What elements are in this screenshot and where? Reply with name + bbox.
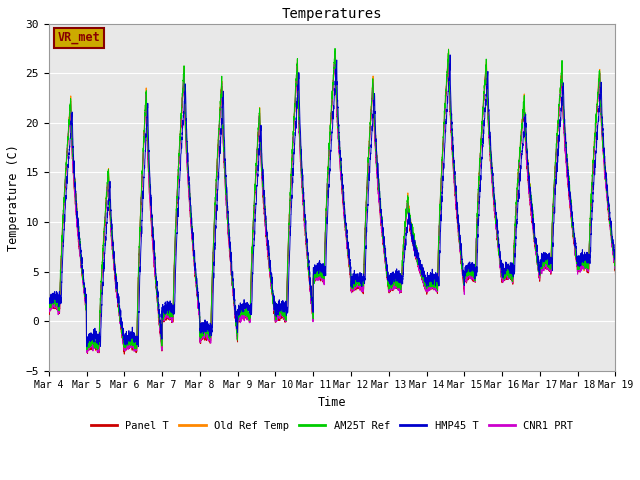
Text: VR_met: VR_met (57, 31, 100, 44)
CNR1 PRT (45, 308, 52, 313)
HMP45 T (611, 247, 619, 252)
HMP45 T (311, 268, 319, 274)
Old Ref Temp (45, 305, 52, 311)
Old Ref Temp (445, 46, 452, 52)
Line: Old Ref Temp: Old Ref Temp (49, 49, 616, 353)
X-axis label: Time: Time (318, 396, 346, 409)
CNR1 PRT (611, 265, 619, 271)
Panel T (311, 275, 319, 280)
Old Ref Temp (311, 274, 319, 280)
AM25T Ref (611, 263, 619, 269)
AM25T Ref (83, 347, 90, 353)
HMP45 T (460, 269, 467, 275)
Line: AM25T Ref: AM25T Ref (49, 48, 616, 350)
Panel T (445, 49, 452, 55)
Old Ref Temp (460, 281, 467, 287)
CNR1 PRT (492, 216, 499, 222)
CNR1 PRT (83, 350, 91, 356)
HMP45 T (446, 52, 454, 58)
HMP45 T (147, 194, 154, 200)
HMP45 T (492, 206, 499, 212)
Panel T (611, 266, 619, 272)
Old Ref Temp (428, 279, 436, 285)
Panel T (45, 306, 52, 312)
Old Ref Temp (611, 262, 619, 268)
Panel T (612, 271, 620, 277)
AM25T Ref (612, 269, 620, 275)
Old Ref Temp (612, 266, 620, 272)
CNR1 PRT (428, 285, 436, 290)
AM25T Ref (45, 304, 52, 310)
Y-axis label: Temperature (C): Temperature (C) (7, 144, 20, 251)
CNR1 PRT (311, 276, 319, 281)
Title: Temperatures: Temperatures (282, 7, 382, 21)
Line: Panel T: Panel T (49, 52, 616, 354)
Panel T (428, 282, 436, 288)
AM25T Ref (460, 273, 467, 279)
AM25T Ref (492, 206, 499, 212)
CNR1 PRT (612, 268, 620, 274)
CNR1 PRT (445, 49, 452, 55)
Panel T (492, 217, 499, 223)
Line: CNR1 PRT: CNR1 PRT (49, 52, 616, 353)
Old Ref Temp (147, 201, 154, 207)
AM25T Ref (311, 272, 319, 278)
Panel T (120, 351, 128, 357)
Old Ref Temp (492, 218, 499, 224)
AM25T Ref (147, 196, 154, 202)
CNR1 PRT (460, 277, 467, 283)
Old Ref Temp (120, 350, 128, 356)
Legend: Panel T, Old Ref Temp, AM25T Ref, HMP45 T, CNR1 PRT: Panel T, Old Ref Temp, AM25T Ref, HMP45 … (87, 417, 577, 435)
HMP45 T (45, 299, 52, 305)
HMP45 T (428, 271, 436, 277)
Panel T (147, 207, 154, 213)
HMP45 T (83, 344, 91, 349)
CNR1 PRT (147, 210, 154, 216)
Panel T (460, 279, 467, 285)
AM25T Ref (428, 284, 436, 289)
HMP45 T (612, 260, 620, 265)
AM25T Ref (331, 46, 339, 51)
Line: HMP45 T: HMP45 T (49, 55, 616, 347)
